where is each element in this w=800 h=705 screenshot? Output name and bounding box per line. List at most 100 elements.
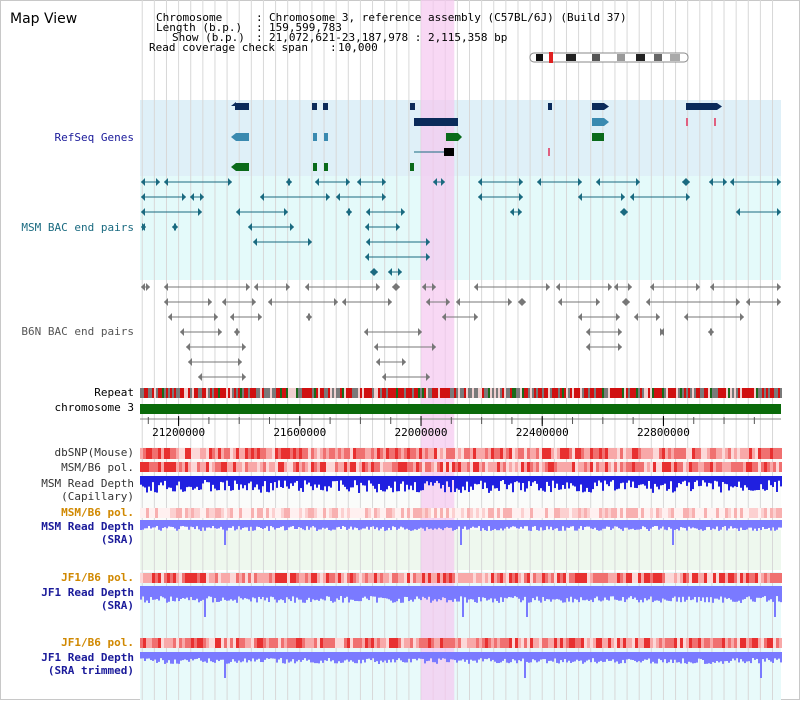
bac-end-marker[interactable]: [474, 283, 478, 291]
bac-end-marker[interactable]: [214, 313, 218, 321]
bac-end-marker[interactable]: [656, 313, 660, 321]
bac-end-marker[interactable]: [777, 178, 781, 186]
bac-end-marker[interactable]: [242, 343, 246, 351]
gene-feature[interactable]: [236, 163, 249, 171]
bac-end-marker[interactable]: [402, 358, 406, 366]
bac-end-marker[interactable]: [326, 193, 330, 201]
bac-end-marker[interactable]: [510, 208, 514, 216]
bac-end-marker[interactable]: [556, 283, 560, 291]
bac-end-marker[interactable]: [242, 373, 246, 381]
bac-end-marker[interactable]: [519, 193, 523, 201]
bac-end-marker[interactable]: [208, 298, 212, 306]
bac-end-marker[interactable]: [164, 283, 168, 291]
gene-feature[interactable]: [410, 163, 414, 171]
bac-end-marker[interactable]: [365, 253, 369, 261]
bac-end-marker[interactable]: [740, 313, 744, 321]
bac-end-marker[interactable]: [396, 223, 400, 231]
bac-end-marker[interactable]: [630, 193, 634, 201]
bac-end-marker[interactable]: [174, 223, 178, 231]
bac-end-marker[interactable]: [218, 328, 222, 336]
msm-depth-cap-label[interactable]: MSM Read Depth: [41, 477, 134, 490]
bac-end-marker[interactable]: [777, 298, 781, 306]
bac-end-marker[interactable]: [228, 178, 232, 186]
bac-end-marker[interactable]: [286, 283, 290, 291]
bac-end-marker[interactable]: [736, 298, 740, 306]
bac-end-marker[interactable]: [621, 193, 625, 201]
bac-end-marker[interactable]: [596, 178, 600, 186]
chromosome-ideogram[interactable]: [529, 52, 689, 63]
bac-end-marker[interactable]: [238, 358, 242, 366]
bac-end-marker[interactable]: [182, 193, 186, 201]
gene-feature[interactable]: [323, 103, 328, 110]
msm-pol-2-track-label[interactable]: MSM/B6 pol.: [61, 506, 134, 519]
bac-end-marker[interactable]: [422, 283, 426, 291]
bac-end-marker[interactable]: [622, 298, 626, 306]
bac-end-marker[interactable]: [398, 268, 402, 276]
bac-end-marker[interactable]: [141, 178, 145, 186]
bac-end-marker[interactable]: [723, 178, 727, 186]
jf1-pol-track-label[interactable]: JF1/B6 pol.: [61, 571, 134, 584]
bac-end-marker[interactable]: [388, 268, 392, 276]
bac-end-marker[interactable]: [366, 208, 370, 216]
bac-end-marker[interactable]: [441, 178, 445, 186]
msm-bac-track-label[interactable]: MSM BAC end pairs: [21, 221, 134, 234]
bac-end-marker[interactable]: [284, 208, 288, 216]
bac-end-marker[interactable]: [519, 178, 523, 186]
bac-end-marker[interactable]: [710, 283, 714, 291]
b6n-bac-track-label[interactable]: B6N BAC end pairs: [21, 325, 134, 338]
bac-end-marker[interactable]: [198, 208, 202, 216]
bac-end-marker[interactable]: [253, 238, 257, 246]
bac-end-marker[interactable]: [376, 283, 380, 291]
gene-feature[interactable]: [592, 118, 604, 126]
jf1-depth-trim-label[interactable]: JF1 Read Depth: [41, 651, 134, 664]
bac-end-marker[interactable]: [418, 328, 422, 336]
bac-end-marker[interactable]: [508, 298, 512, 306]
bac-end-marker[interactable]: [142, 223, 146, 231]
gene-feature[interactable]: [548, 103, 552, 110]
bac-end-marker[interactable]: [696, 283, 700, 291]
bac-end-marker[interactable]: [156, 178, 160, 186]
bac-end-marker[interactable]: [348, 208, 352, 216]
bac-end-marker[interactable]: [426, 298, 430, 306]
bac-end-marker[interactable]: [141, 208, 145, 216]
bac-end-marker[interactable]: [432, 283, 436, 291]
bac-end-marker[interactable]: [446, 298, 450, 306]
gene-feature[interactable]: [235, 103, 249, 110]
gene-feature[interactable]: [313, 163, 317, 171]
gene-feature[interactable]: [312, 103, 317, 110]
b6n-bac-end-pairs-track[interactable]: [141, 283, 781, 381]
bac-end-marker[interactable]: [709, 178, 713, 186]
jf1-pol-2-track-label[interactable]: JF1/B6 pol.: [61, 636, 134, 649]
bac-end-marker[interactable]: [426, 238, 430, 246]
bac-end-marker[interactable]: [442, 313, 446, 321]
jf1-depth-sra-label[interactable]: JF1 Read Depth: [41, 586, 134, 599]
bac-end-marker[interactable]: [578, 193, 582, 201]
ideogram-position-marker[interactable]: [549, 52, 553, 63]
bac-end-marker[interactable]: [164, 178, 168, 186]
bac-end-marker[interactable]: [376, 358, 380, 366]
bac-end-marker[interactable]: [456, 298, 460, 306]
bac-end-marker[interactable]: [478, 178, 482, 186]
bac-end-marker[interactable]: [315, 178, 319, 186]
bac-end-marker[interactable]: [308, 238, 312, 246]
bac-end-marker[interactable]: [646, 298, 650, 306]
bac-end-marker[interactable]: [620, 208, 624, 216]
bac-end-marker[interactable]: [736, 208, 740, 216]
bac-end-marker[interactable]: [522, 298, 526, 306]
bac-end-marker[interactable]: [596, 298, 600, 306]
bac-end-marker[interactable]: [268, 298, 272, 306]
bac-end-marker[interactable]: [686, 178, 690, 186]
bac-end-marker[interactable]: [252, 298, 256, 306]
bac-end-marker[interactable]: [578, 178, 582, 186]
bac-end-marker[interactable]: [478, 193, 482, 201]
bac-end-marker[interactable]: [650, 283, 654, 291]
bac-end-marker[interactable]: [146, 283, 150, 291]
gene-feature[interactable]: [592, 133, 604, 141]
bac-end-marker[interactable]: [624, 208, 628, 216]
gene-feature[interactable]: [324, 133, 328, 141]
bac-end-marker[interactable]: [254, 283, 258, 291]
bac-end-marker[interactable]: [308, 313, 312, 321]
gene-feature[interactable]: [686, 103, 717, 110]
msm-depth-sra-label[interactable]: MSM Read Depth: [41, 520, 134, 533]
bac-end-marker[interactable]: [260, 193, 264, 201]
